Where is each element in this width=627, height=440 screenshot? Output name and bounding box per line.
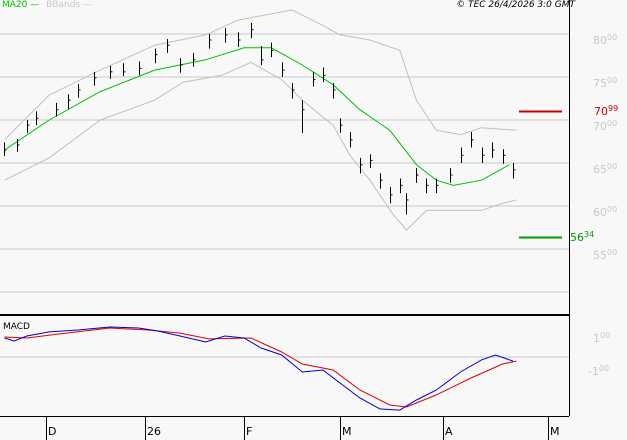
support-label: 5634 [570,230,595,245]
macd-y-tick-label: 100 [593,331,611,345]
x-tick-label: 26 [147,425,161,438]
macd-line [4,326,514,411]
x-tick-label: M [550,425,560,438]
legend: MA20 — BBands — [2,0,92,10]
y-tick-label: 7000 [593,119,618,133]
x-tick-label: A [445,425,453,438]
legend-bbands: BBands [46,0,81,10]
upper-bollinger-band [4,9,517,141]
y-tick-label: 6500 [593,162,618,176]
ma20-line [4,47,510,186]
macd-signal-line [4,327,517,408]
y-tick-label: 7500 [593,76,618,90]
y-tick-label: 8000 [593,33,618,47]
y-tick-label: 6000 [593,205,618,219]
x-tick-label: M [342,425,352,438]
legend-ma20: MA20 [2,0,28,10]
lower-bollinger-band [4,61,517,231]
macd-label: MACD [3,322,30,332]
x-tick-label: F [246,425,253,438]
y-tick-label: 5500 [593,248,618,262]
resistance-label: 7099 [594,104,619,119]
x-tick-label: D [48,425,57,438]
copyright: © TEC 26/4/2026 3:0 GMT [456,0,575,10]
macd-y-tick-label: -100 [588,364,610,378]
